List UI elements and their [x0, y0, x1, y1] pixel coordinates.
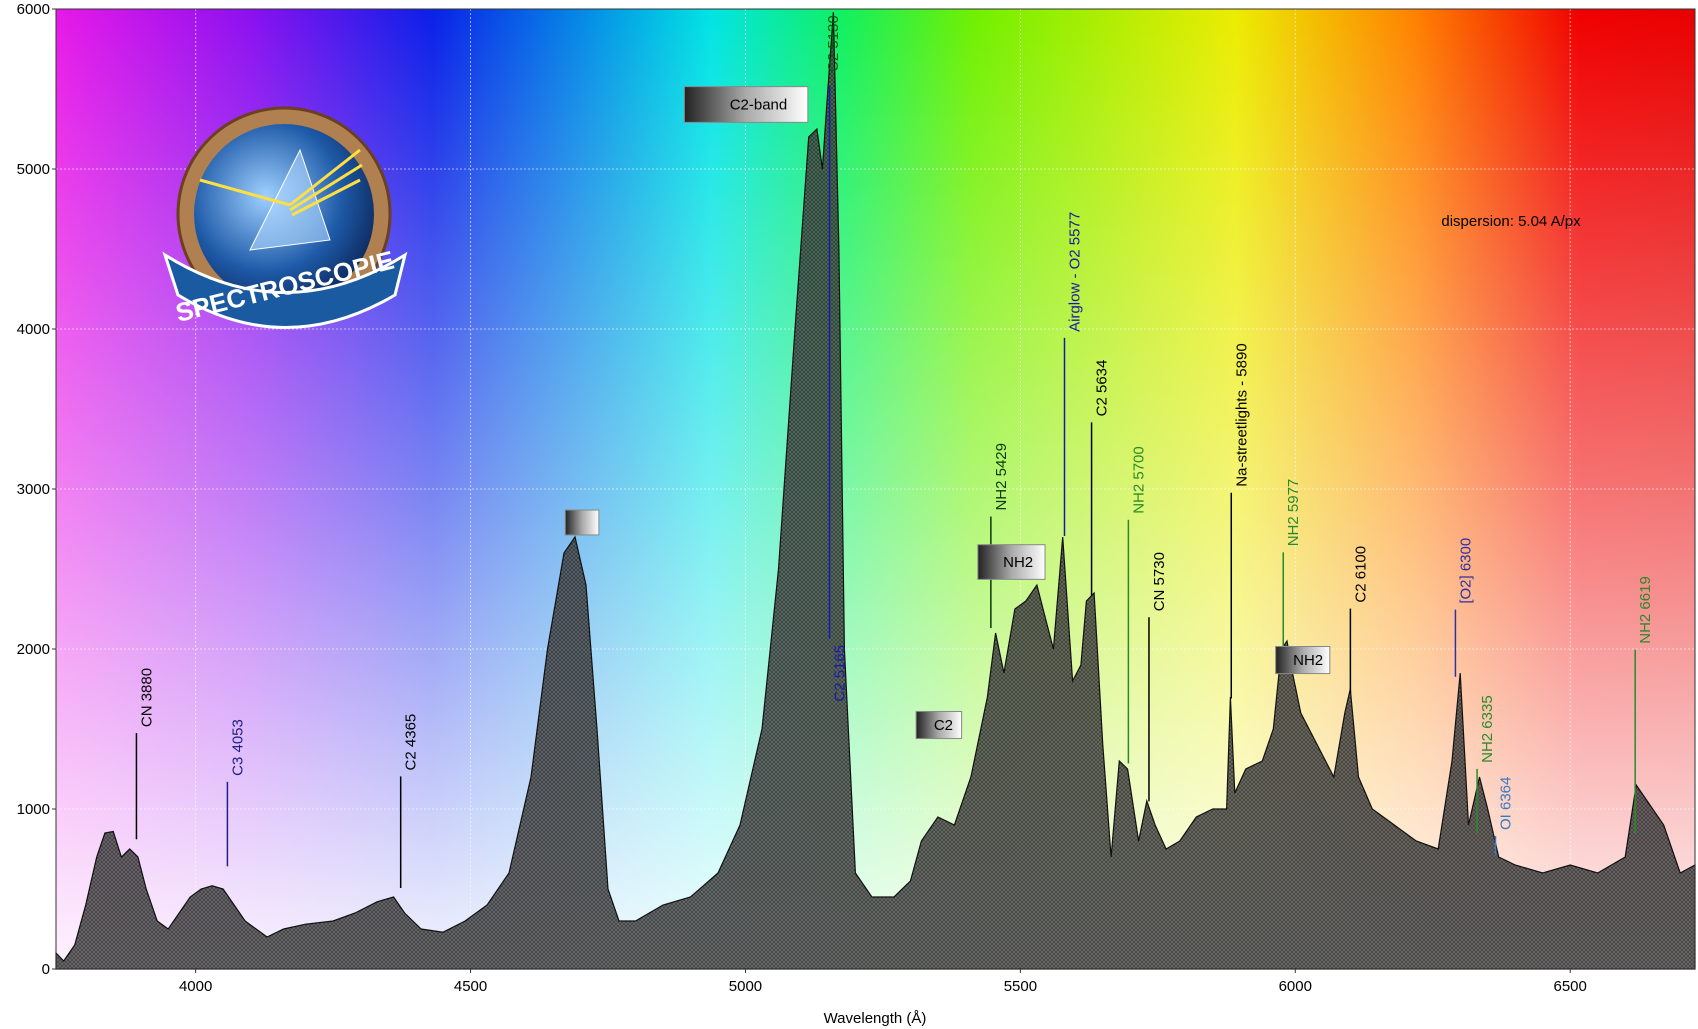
y-tick-label: 5000: [17, 161, 50, 178]
x-tick-label: 6000: [1279, 978, 1312, 995]
x-tick-label: 5500: [1004, 978, 1037, 995]
marker-label: Airglow - O2 5577: [1066, 212, 1083, 332]
label-box: [565, 510, 599, 535]
marker-label: OI 6364: [1497, 777, 1514, 830]
marker-label: C2 5634: [1094, 360, 1111, 417]
x-tick-label: 5000: [729, 978, 762, 995]
box-label: C2: [934, 717, 953, 734]
x-tick-label: 4500: [454, 978, 487, 995]
box-label: C2-band: [730, 97, 788, 114]
y-tick-label: 6000: [17, 1, 50, 18]
y-tick-label: 2000: [17, 641, 50, 658]
page: CN 3880 C3 4053 C2 4365 C2 5130 C2 5165 NH2 5…: [0, 0, 1698, 1029]
x-tick-label: 4000: [179, 978, 212, 995]
box-label: NH2: [1293, 652, 1323, 669]
marker-label: NH2 5700: [1130, 446, 1147, 514]
marker-label: C2 5165: [832, 645, 849, 702]
box-label: NH2: [1003, 554, 1033, 571]
y-tick-label: 4000: [17, 321, 50, 338]
marker-label: [O2] 6300: [1457, 538, 1474, 604]
marker-label: NH2 5977: [1285, 479, 1302, 547]
y-tick-label: 1000: [17, 801, 50, 818]
dispersion-note: dispersion: 5.04 A/px: [1441, 213, 1581, 230]
marker-label: C2 6100: [1352, 546, 1369, 603]
chart: CN 3880 C3 4053 C2 4365 C2 5130 C2 5165 NH2 5…: [0, 0, 1698, 1029]
marker-label: CN 5730: [1151, 552, 1168, 611]
marker-label: C2 4365: [403, 714, 420, 771]
marker-label: NH2 5429: [993, 443, 1010, 511]
marker-label: CN 3880: [138, 668, 155, 727]
marker-label: NH2 6335: [1479, 695, 1496, 763]
x-axis-label: Wavelength (Å): [824, 1010, 927, 1027]
x-tick-label: 6500: [1554, 978, 1587, 995]
marker-label: Na-streetlights - 5890: [1233, 343, 1250, 486]
marker-label: C2 5130: [825, 15, 842, 72]
y-tick-label: 0: [42, 961, 50, 978]
marker-label: NH2 6619: [1637, 576, 1654, 644]
marker-label: C3 4053: [229, 719, 246, 776]
y-tick-label: 3000: [17, 481, 50, 498]
